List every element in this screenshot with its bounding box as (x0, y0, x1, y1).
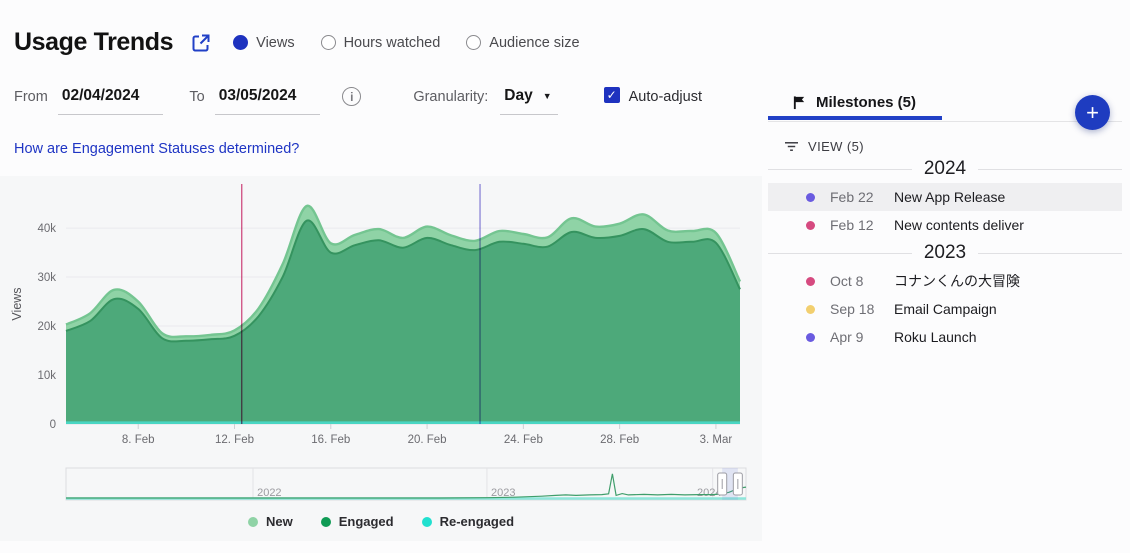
milestone-title: コナンくんの大冒険 (894, 273, 1020, 289)
year-label: 2023 (923, 242, 967, 263)
milestone-date: Apr 9 (830, 329, 864, 345)
page-title: Usage Trends (14, 28, 174, 56)
series-engaged-area[interactable] (66, 220, 740, 424)
y-tick-label: 30k (37, 272, 56, 284)
view-filter-label: VIEW (5) (808, 139, 864, 154)
x-tick-label: 3. Mar (700, 434, 733, 446)
y-tick-label: 20k (37, 321, 56, 333)
metric-radio-group: Views Hours watched Audience size (233, 34, 580, 51)
divider-line (978, 252, 1122, 254)
legend-dot (421, 516, 432, 527)
x-tick-label: 8. Feb (122, 434, 155, 446)
y-tick-label: 10k (37, 370, 56, 382)
milestone-list: 2024 Feb 22 New App Release Feb 12 New conte… (768, 158, 1122, 351)
flag-icon (793, 95, 805, 109)
legend-item-new[interactable]: New (247, 514, 293, 529)
milestone-date: Feb 12 (830, 217, 874, 233)
milestone-dot (806, 220, 815, 230)
auto-adjust-label: Auto-adjust (628, 89, 702, 105)
milestone-date: Oct 8 (830, 273, 864, 289)
to-label: To (189, 89, 205, 105)
granularity-select[interactable]: Day ▼ (500, 87, 558, 115)
y-tick-label: 0 (50, 419, 56, 431)
navigator-series-line (66, 473, 747, 499)
engagement-statuses-help-link[interactable]: How are Engagement Statuses determined? (14, 141, 300, 157)
milestone-dot (806, 304, 815, 314)
x-tick-label: 24. Feb (504, 434, 543, 446)
milestone-row[interactable]: Sep 18 Email Campaign (768, 295, 1122, 323)
navigator-year-label: 2024 (697, 487, 721, 499)
from-label: From (14, 89, 48, 105)
y-axis-title: Views (10, 287, 24, 320)
divider-line (768, 252, 912, 254)
year-divider-2024: 2024 (768, 158, 1122, 180)
milestone-row[interactable]: Feb 22 New App Release (768, 183, 1122, 211)
tab-milestones-label: Milestones (5) (816, 93, 917, 111)
external-link-icon[interactable] (191, 33, 211, 53)
header: Usage Trends Views Hours watched Audienc… (0, 0, 1130, 57)
from-date-input[interactable]: 02/04/2024 (57, 87, 164, 115)
milestone-title: Email Campaign (894, 301, 997, 317)
date-controls: From 02/04/2024 To 03/05/2024 i Granular… (14, 87, 1130, 115)
radio-views[interactable]: Views (233, 34, 295, 51)
milestone-row[interactable]: Oct 8 コナンくんの大冒険 (768, 267, 1122, 295)
granularity-label: Granularity: (413, 89, 489, 105)
milestone-row[interactable]: Feb 12 New contents deliver (768, 211, 1122, 239)
radio-audience-size[interactable]: Audience size (466, 34, 580, 51)
milestone-date: Sep 18 (830, 301, 875, 317)
milestone-date: Feb 22 (830, 189, 874, 205)
x-tick-label: 16. Feb (311, 434, 350, 446)
divider-line (978, 168, 1122, 170)
legend-label: Engaged (338, 514, 394, 529)
year-label: 2024 (923, 158, 967, 179)
filter-icon (785, 142, 798, 151)
radio-hours-watched-label: Hours watched (343, 34, 441, 51)
milestone-title: Roku Launch (894, 329, 977, 345)
chevron-down-icon: ▼ (542, 91, 552, 101)
navigator-year-label: 2023 (491, 487, 515, 499)
legend-label: New (265, 514, 293, 529)
radio-views-circle[interactable] (233, 35, 249, 50)
to-date-input[interactable]: 03/05/2024 (214, 87, 321, 115)
radio-audience-size-circle[interactable] (466, 35, 482, 50)
legend-dot (247, 516, 258, 527)
milestone-dot (806, 192, 815, 202)
tab-active-indicator (768, 116, 943, 120)
radio-audience-size-label: Audience size (489, 34, 580, 51)
granularity-value: Day (504, 87, 533, 104)
legend-dot (320, 516, 331, 527)
divider-line (768, 168, 912, 170)
x-tick-label: 12. Feb (215, 434, 254, 446)
year-divider-2023: 2023 (768, 242, 1122, 264)
milestone-title: New App Release (894, 189, 1006, 205)
legend-item-re-engaged[interactable]: Re-engaged (421, 514, 515, 529)
chart-legend: New Engaged Re-engaged (0, 514, 762, 541)
y-tick-label: 40k (37, 223, 56, 235)
auto-adjust-checkbox[interactable]: ✓ (603, 87, 620, 103)
range-navigator[interactable]: 2022 2023 2024 (0, 462, 760, 506)
navigator-year-label: 2022 (257, 487, 281, 499)
legend-item-engaged[interactable]: Engaged (320, 514, 394, 529)
usage-trends-chart[interactable]: 0 10k 20k 30k 40k Views 8. Feb 12. Feb 16. Feb 20… (0, 178, 760, 446)
chart-area: 0 10k 20k 30k 40k Views 8. Feb 12. Feb 16. Feb 20… (0, 176, 762, 541)
x-tick-label: 20. Feb (408, 434, 447, 446)
milestone-title: New contents deliver (894, 217, 1024, 233)
legend-label: Re-engaged (439, 514, 515, 529)
radio-hours-watched[interactable]: Hours watched (320, 34, 441, 51)
navigator-frame (65, 467, 747, 501)
milestone-dot (806, 332, 815, 342)
milestones-panel: Milestones (5) + VIEW (5) 2024 Feb 22 New … (768, 84, 1122, 351)
milestone-dot (806, 276, 815, 286)
view-filter[interactable]: VIEW (5) (784, 139, 1122, 154)
radio-views-label: Views (256, 34, 295, 51)
add-milestone-button[interactable]: + (1075, 95, 1110, 130)
info-icon[interactable]: i (342, 87, 362, 106)
milestone-row[interactable]: Apr 9 Roku Launch (768, 323, 1122, 351)
milestones-tab-bar: Milestones (5) + (768, 84, 1122, 130)
x-tick-label: 28. Feb (600, 434, 639, 446)
radio-hours-watched-circle[interactable] (320, 35, 336, 50)
tab-milestones[interactable]: Milestones (5) (768, 84, 943, 120)
